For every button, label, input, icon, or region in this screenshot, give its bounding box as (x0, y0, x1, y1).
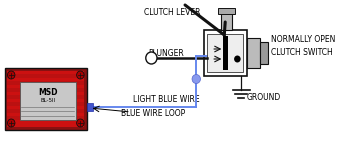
Text: BLUE WIRE LOOP: BLUE WIRE LOOP (121, 109, 186, 119)
Circle shape (8, 71, 15, 79)
Bar (260, 42, 268, 64)
Bar (207, 34, 243, 72)
Bar (223, 36, 228, 70)
Bar (8, 71, 84, 127)
Bar (8, 102, 84, 106)
Bar (87, 103, 94, 111)
Text: MSD: MSD (38, 88, 57, 97)
Circle shape (192, 74, 201, 84)
Circle shape (234, 55, 241, 62)
Text: NORMALLY OPEN
CLUTCH SWITCH: NORMALLY OPEN CLUTCH SWITCH (271, 35, 335, 57)
Bar (221, 12, 232, 30)
Text: LIGHT BLUE WIRE: LIGHT BLUE WIRE (133, 94, 199, 104)
Bar (8, 88, 84, 91)
Circle shape (8, 119, 15, 127)
Text: PLUNGER: PLUNGER (148, 50, 184, 58)
Bar (204, 30, 247, 76)
Circle shape (77, 71, 84, 79)
Bar (20, 82, 76, 120)
Bar (247, 38, 260, 68)
Text: GROUND: GROUND (247, 93, 281, 103)
Circle shape (146, 52, 157, 64)
Circle shape (77, 119, 84, 127)
Text: BL-5II: BL-5II (40, 98, 55, 104)
Bar (5, 68, 87, 130)
Bar (218, 8, 235, 14)
Bar (8, 74, 84, 77)
Bar (8, 81, 84, 85)
Bar (8, 116, 84, 120)
Bar (8, 109, 84, 112)
Bar (8, 95, 84, 98)
Text: CLUTCH LEVER: CLUTCH LEVER (144, 8, 200, 17)
